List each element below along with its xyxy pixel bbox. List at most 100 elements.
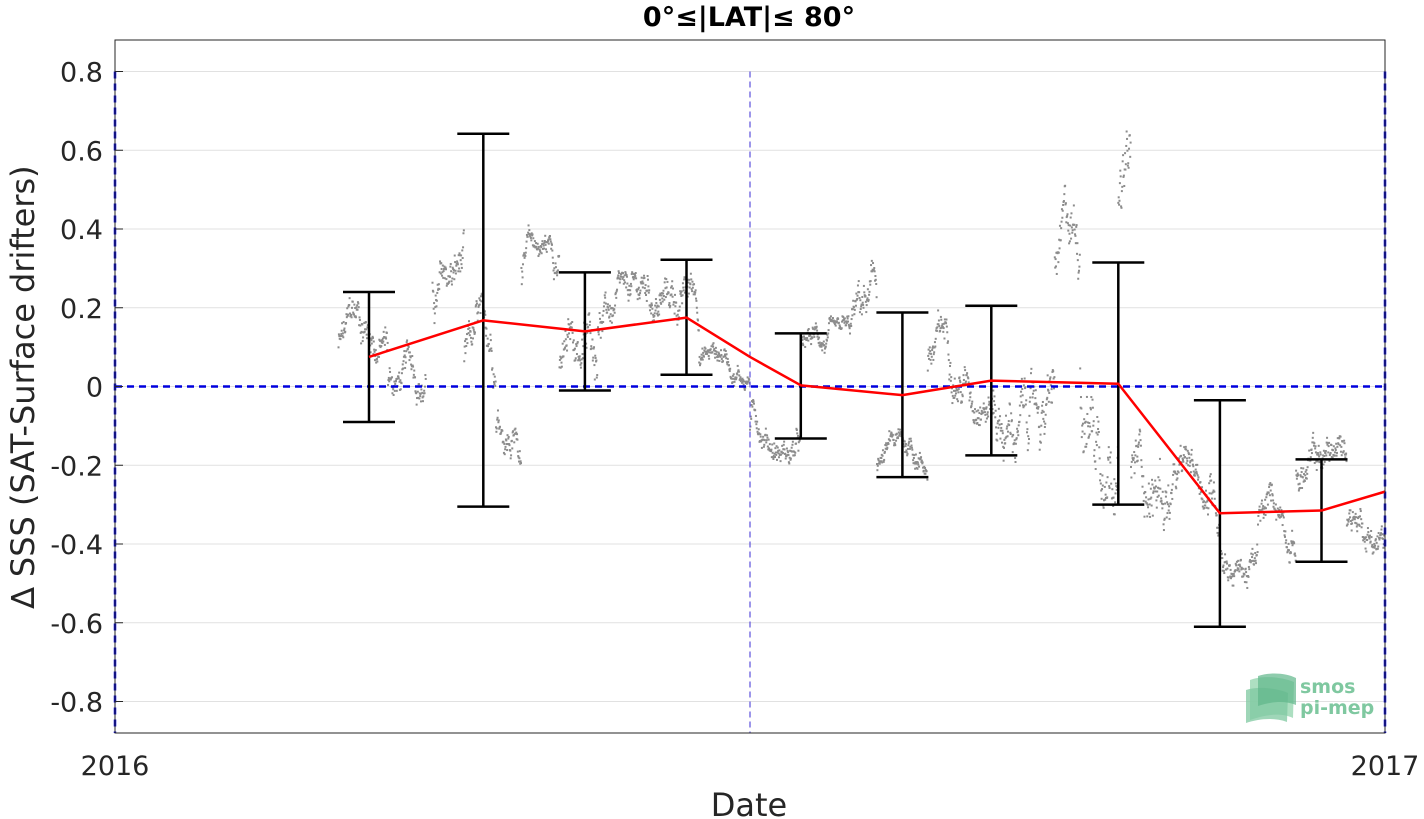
scatter-point bbox=[1126, 149, 1129, 152]
scatter-point bbox=[1230, 575, 1233, 578]
scatter-point bbox=[834, 320, 837, 323]
scatter-point bbox=[496, 416, 499, 419]
scatter-point bbox=[956, 389, 959, 392]
scatter-point bbox=[525, 240, 528, 243]
scatter-point bbox=[823, 344, 826, 347]
scatter-point bbox=[411, 364, 414, 367]
scatter-point bbox=[733, 384, 736, 387]
scatter-point bbox=[506, 449, 509, 452]
scatter-point bbox=[1093, 449, 1096, 452]
scatter-point bbox=[1137, 441, 1140, 444]
scatter-point bbox=[564, 346, 567, 349]
scatter-point bbox=[899, 432, 902, 435]
scatter-point bbox=[1031, 396, 1034, 399]
scatter-point bbox=[349, 315, 352, 318]
scatter-point bbox=[1210, 497, 1213, 500]
scatter-point bbox=[1213, 497, 1216, 500]
scatter-point bbox=[509, 449, 512, 452]
scatter-point bbox=[1263, 506, 1266, 509]
scatter-point bbox=[1210, 492, 1213, 495]
scatter-point bbox=[573, 347, 576, 350]
scatter-point bbox=[493, 381, 496, 384]
scatter-point bbox=[700, 358, 703, 361]
scatter-point bbox=[847, 320, 850, 323]
scatter-point bbox=[702, 354, 705, 357]
scatter-point bbox=[793, 454, 796, 457]
scatter-point bbox=[1358, 523, 1361, 526]
scatter-point bbox=[1120, 205, 1123, 208]
scatter-point bbox=[812, 327, 815, 330]
scatter-point bbox=[608, 316, 611, 319]
scatter-point bbox=[1197, 478, 1200, 481]
scatter-point bbox=[742, 383, 745, 386]
scatter-point bbox=[641, 286, 644, 289]
scatter-point bbox=[754, 409, 757, 412]
scatter-point bbox=[1249, 559, 1252, 562]
scatter-point bbox=[410, 363, 413, 366]
scatter-point bbox=[1129, 155, 1132, 158]
scatter-point bbox=[1301, 476, 1304, 479]
scatter-point bbox=[1081, 430, 1084, 433]
scatter-point bbox=[523, 252, 526, 255]
scatter-point bbox=[959, 391, 962, 394]
scatter-point bbox=[884, 444, 887, 447]
scatter-point bbox=[346, 307, 349, 310]
scatter-point bbox=[1087, 425, 1090, 428]
scatter-point bbox=[1300, 467, 1303, 470]
scatter-point bbox=[1196, 463, 1199, 466]
scatter-point bbox=[655, 306, 658, 309]
scatter-point bbox=[639, 281, 642, 284]
scatter-point bbox=[1101, 474, 1104, 477]
scatter-point bbox=[587, 326, 590, 329]
scatter-point bbox=[1096, 433, 1099, 436]
scatter-point bbox=[718, 352, 721, 355]
scatter-point bbox=[593, 346, 596, 349]
scatter-point bbox=[565, 344, 568, 347]
scatter-point bbox=[1069, 224, 1072, 227]
scatter-point bbox=[369, 351, 372, 354]
scatter-point bbox=[929, 350, 932, 353]
scatter-point bbox=[1016, 427, 1019, 430]
scatter-point bbox=[673, 312, 676, 315]
scatter-point bbox=[1349, 516, 1352, 519]
scatter-point bbox=[787, 461, 790, 464]
scatter-point bbox=[598, 317, 601, 320]
scatter-point bbox=[870, 259, 873, 262]
scatter-point bbox=[397, 375, 400, 378]
scatter-point bbox=[1128, 134, 1131, 137]
scatter-point bbox=[1147, 506, 1150, 509]
scatter-point bbox=[1024, 403, 1027, 406]
scatter-point bbox=[868, 293, 871, 296]
scatter-point bbox=[575, 353, 578, 356]
scatter-point bbox=[668, 304, 671, 307]
scatter-point bbox=[1135, 444, 1138, 447]
scatter-point bbox=[1053, 256, 1056, 259]
scatter-point bbox=[1155, 485, 1158, 488]
scatter-point bbox=[341, 334, 344, 337]
scatter-point bbox=[1006, 435, 1009, 438]
scatter-point bbox=[1191, 463, 1194, 466]
scatter-point bbox=[719, 355, 722, 358]
scatter-point bbox=[487, 345, 490, 348]
scatter-point bbox=[1107, 458, 1110, 461]
scatter-point bbox=[1122, 154, 1125, 157]
scatter-point bbox=[552, 278, 555, 281]
scatter-point bbox=[702, 355, 705, 358]
scatter-point bbox=[538, 253, 541, 256]
scatter-point bbox=[850, 318, 853, 321]
scatter-point bbox=[908, 437, 911, 440]
scatter-point bbox=[1172, 473, 1175, 476]
scatter-point bbox=[972, 419, 975, 422]
scatter-point bbox=[946, 341, 949, 344]
scatter-point bbox=[1006, 425, 1009, 428]
scatter-point bbox=[1225, 568, 1228, 571]
scatter-point bbox=[371, 336, 374, 339]
scatter-point bbox=[1277, 515, 1280, 518]
scatter-point bbox=[980, 413, 983, 416]
scatter-point bbox=[772, 458, 775, 461]
scatter-point bbox=[1025, 421, 1028, 424]
scatter-point bbox=[382, 330, 385, 333]
scatter-point bbox=[913, 454, 916, 457]
scatter-point bbox=[1253, 563, 1256, 566]
scatter-point bbox=[379, 346, 382, 349]
